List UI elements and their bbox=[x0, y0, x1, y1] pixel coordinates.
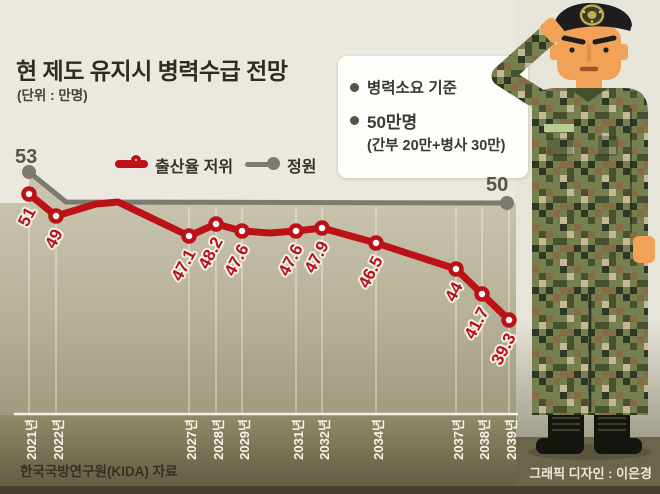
face-features bbox=[561, 35, 617, 72]
right-hand bbox=[633, 236, 655, 263]
x-tick-label: 2039년 bbox=[504, 419, 519, 460]
x-tick-label: 2034년 bbox=[371, 419, 386, 460]
legend-gray-line-icon bbox=[245, 162, 275, 167]
x-tick-label: 2032년 bbox=[317, 419, 332, 460]
x-tick-label: 2029년 bbox=[237, 419, 252, 460]
legend-label-low-birthrate: 출산율 저위 bbox=[155, 159, 234, 176]
x-tick-label: 2022년 bbox=[51, 419, 66, 460]
info-requirement-label: 병력소요 기준 bbox=[367, 80, 457, 97]
eyebrow-left bbox=[561, 35, 586, 45]
title-highlight: 병력수급 bbox=[157, 58, 241, 84]
legend-red-ring-icon bbox=[131, 155, 141, 165]
x-tick-label: 2038년 bbox=[477, 419, 492, 460]
legend-gray-dot-icon bbox=[267, 157, 280, 170]
beret bbox=[553, 3, 632, 34]
legend-red-line-icon bbox=[115, 160, 148, 168]
info-total-label: 50만명 bbox=[367, 113, 418, 132]
source-credit: 한국국방연구원(KIDA) 자료 bbox=[20, 464, 178, 479]
soldier-illustration bbox=[491, 3, 655, 460]
eye-left bbox=[569, 47, 575, 53]
eyebrow-right bbox=[592, 35, 617, 45]
info-row-requirement: 병력소요 기준 bbox=[350, 76, 457, 98]
design-credit: 그래픽 디자인 : 이은경 bbox=[529, 466, 652, 481]
collar bbox=[568, 88, 608, 102]
title-prefix: 현 제도 유지시 bbox=[16, 58, 158, 84]
info-row-total: 50만명 bbox=[350, 108, 417, 133]
salute-hand bbox=[540, 17, 565, 43]
salute-arm bbox=[491, 23, 560, 115]
eye-right bbox=[603, 47, 609, 53]
ear-left bbox=[550, 44, 559, 60]
axis-band bbox=[0, 415, 516, 494]
quota-end-label: 50 bbox=[486, 174, 509, 196]
x-tick-label: 2021년 bbox=[24, 419, 39, 460]
page-title: 현 제도 유지시 병력수급 전망 bbox=[16, 52, 288, 86]
title-suffix: 전망 bbox=[240, 58, 288, 84]
x-tick-label: 2028년 bbox=[211, 419, 226, 460]
x-tick-label: 2031년 bbox=[291, 419, 306, 460]
quota-start-label: 53 bbox=[15, 146, 38, 168]
boots bbox=[536, 411, 642, 454]
torso bbox=[532, 88, 648, 415]
x-tick-label: 2037년 bbox=[451, 419, 466, 460]
unit-label: (단위 : 만명) bbox=[17, 88, 88, 103]
bottom-strip bbox=[0, 486, 660, 494]
ear-right bbox=[619, 44, 628, 60]
x-tick-label: 2027년 bbox=[184, 419, 199, 460]
series-quota-line bbox=[22, 165, 514, 210]
series-low-birthrate-line bbox=[21, 186, 517, 328]
data-point-markers bbox=[21, 186, 517, 328]
name-tape bbox=[544, 124, 574, 132]
info-total-breakdown: (간부 20만+병사 30만) bbox=[367, 138, 506, 154]
plot-area bbox=[0, 203, 516, 415]
chest-pocket-left bbox=[547, 138, 573, 156]
bullet-icon bbox=[350, 116, 359, 125]
bullet-icon bbox=[350, 82, 359, 92]
legend-label-quota: 정원 bbox=[287, 159, 317, 176]
chest-pocket-right bbox=[598, 136, 618, 156]
